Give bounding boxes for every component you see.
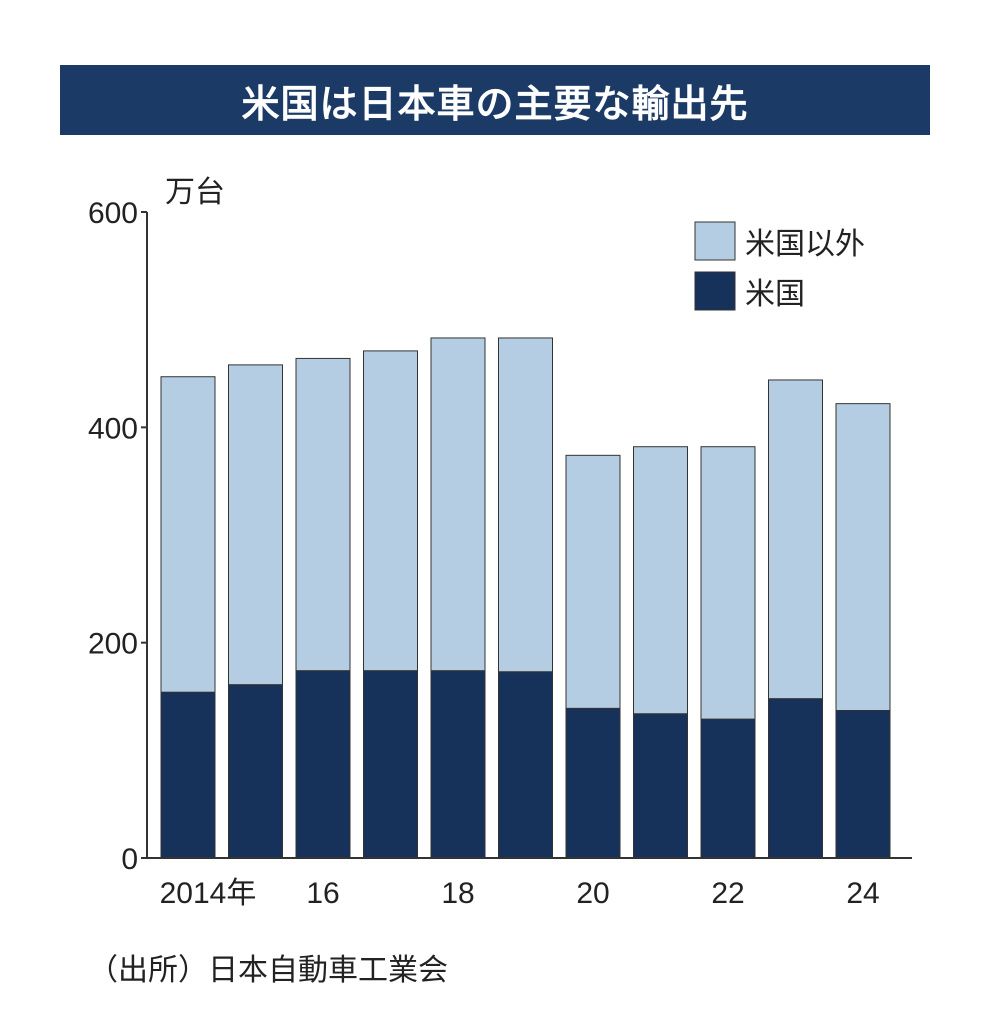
bar-us-2020	[565, 707, 621, 859]
y-ticks: 0 200 400 600	[88, 197, 147, 876]
x-tick-label: 18	[441, 877, 474, 910]
bar-us-2018	[430, 670, 486, 859]
bar-us-2016	[295, 670, 351, 859]
bar-non-us-2020	[565, 454, 621, 709]
x-tick-label: 16	[306, 877, 339, 910]
legend: 米国以外 米国	[694, 221, 865, 312]
bar-non-us-2014	[160, 376, 216, 693]
y-tick-label: 200	[88, 628, 138, 661]
bars-group	[160, 337, 891, 859]
bar-non-us-2015	[228, 364, 283, 686]
bar-non-us-2022	[700, 446, 756, 720]
bar-us-2015	[228, 684, 283, 859]
bar-non-us-2016	[295, 357, 351, 672]
bar-non-us-2017	[363, 350, 418, 672]
x-tick-label: 20	[576, 877, 609, 910]
x-ticks: 2014年 16 18 20 22 24	[160, 877, 880, 910]
y-tick-label: 600	[88, 197, 138, 230]
legend-swatch-us	[694, 271, 736, 311]
legend-swatch-non-us	[694, 221, 736, 261]
bar-us-2023	[768, 698, 823, 859]
source-note: （出所）日本自動車工業会	[88, 953, 448, 988]
x-tick-label: 22	[711, 877, 744, 910]
x-tick-label: 2014年	[160, 877, 257, 910]
legend-label-us: 米国	[745, 277, 805, 312]
bar-us-2022	[700, 718, 756, 859]
bar-us-2019	[498, 671, 553, 859]
bar-us-2024	[835, 709, 891, 859]
bar-us-2014	[160, 691, 216, 859]
bar-non-us-2023	[768, 379, 823, 700]
bar-non-us-2024	[835, 403, 891, 711]
bar-non-us-2018	[430, 337, 486, 672]
legend-label-non-us: 米国以外	[745, 227, 865, 262]
bar-us-2017	[363, 670, 418, 859]
bar-non-us-2019	[498, 337, 553, 673]
y-axis-label: 万台	[165, 175, 225, 210]
x-tick-label: 24	[846, 877, 879, 910]
y-tick-label: 400	[88, 412, 138, 445]
y-tick-label: 0	[121, 843, 138, 876]
bar-us-2021	[633, 713, 688, 859]
bar-non-us-2021	[633, 446, 688, 715]
chart-title: 米国は日本車の主要な輸出先	[60, 65, 930, 135]
